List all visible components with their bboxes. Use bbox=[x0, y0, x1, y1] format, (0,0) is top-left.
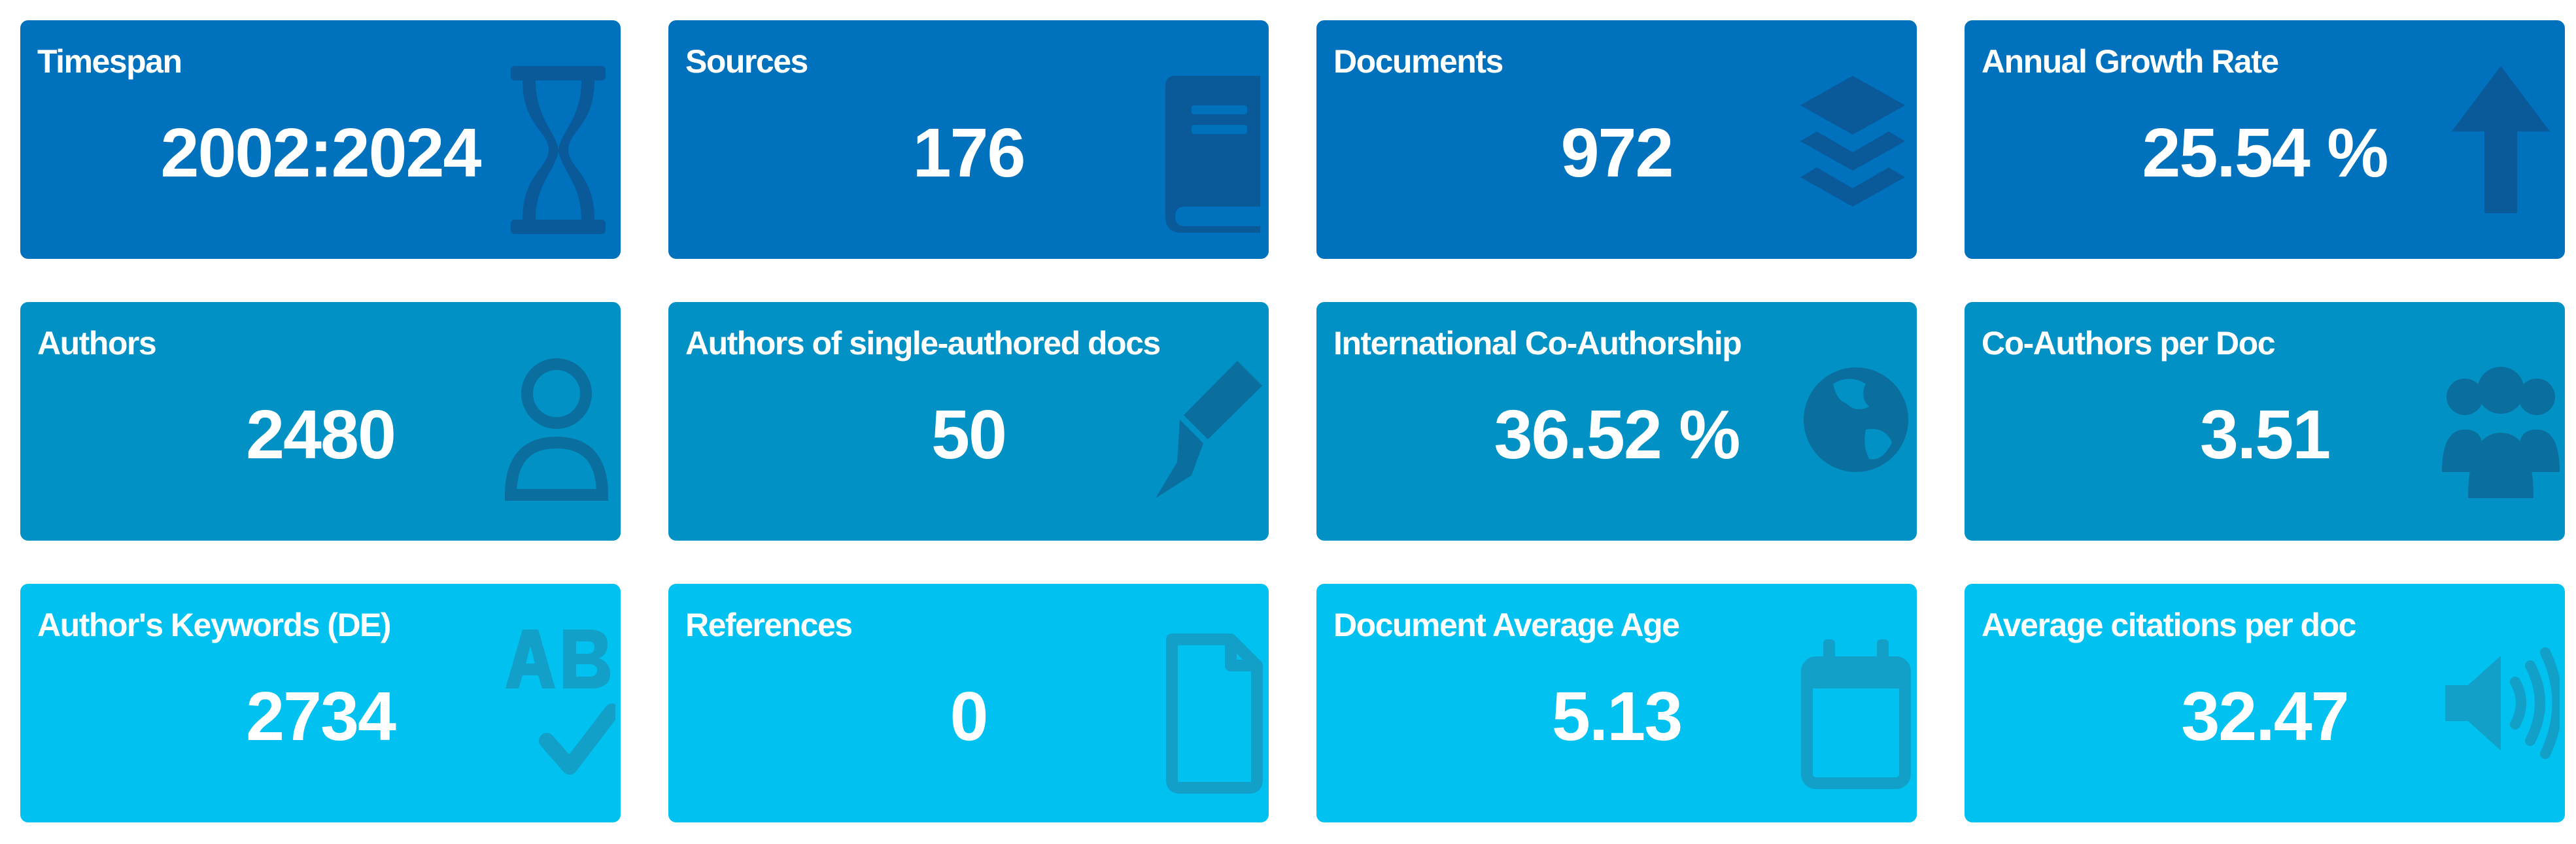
card-value: 0 bbox=[950, 678, 989, 755]
card-international-coauthorship: International Co-Authorship 36.52 % bbox=[1316, 302, 1917, 541]
card-value: 972 bbox=[1560, 114, 1674, 192]
card-value: 3.51 bbox=[2199, 396, 2331, 473]
card-document-average-age: Document Average Age 5.13 bbox=[1316, 584, 1917, 822]
card-label: Authors bbox=[37, 325, 157, 362]
arrow-up-icon bbox=[2442, 40, 2560, 236]
card-label: International Co-Authorship bbox=[1333, 325, 1742, 362]
card-sources: Sources 176 bbox=[668, 20, 1269, 259]
user-icon bbox=[498, 322, 615, 518]
card-label: Average citations per doc bbox=[1982, 607, 2356, 643]
layers-icon bbox=[1794, 40, 1912, 236]
book-icon bbox=[1146, 40, 1263, 236]
card-documents: Documents 972 bbox=[1316, 20, 1917, 259]
card-label: Annual Growth Rate bbox=[1982, 43, 2279, 80]
card-value: 5.13 bbox=[1551, 678, 1683, 755]
card-label: Sources bbox=[685, 43, 808, 80]
card-value: 36.52 % bbox=[1494, 396, 1741, 473]
card-timespan: Timespan 2002:2024 bbox=[20, 20, 621, 259]
card-value: 32.47 bbox=[2181, 678, 2349, 755]
card-authors-single: Authors of single-authored docs 50 bbox=[668, 302, 1269, 541]
card-value: 2480 bbox=[246, 396, 396, 473]
card-label: Co-Authors per Doc bbox=[1982, 325, 2276, 362]
card-value: 176 bbox=[912, 114, 1026, 192]
pen-icon bbox=[1146, 322, 1263, 518]
card-average-citations: Average citations per doc 32.47 bbox=[1965, 584, 2565, 822]
card-label: Author's Keywords (DE) bbox=[37, 607, 392, 643]
volume-icon bbox=[2442, 603, 2560, 800]
card-annual-growth-rate: Annual Growth Rate 25.54 % bbox=[1965, 20, 2565, 259]
card-value: 2002:2024 bbox=[160, 114, 482, 192]
card-authors: Authors 2480 bbox=[20, 302, 621, 541]
hourglass-icon bbox=[498, 40, 615, 236]
calendar-icon bbox=[1794, 603, 1912, 800]
card-label: Authors of single-authored docs bbox=[685, 325, 1161, 362]
card-label: Documents bbox=[1333, 43, 1503, 80]
card-value: 25.54 % bbox=[2142, 114, 2389, 192]
card-value: 2734 bbox=[246, 678, 396, 755]
spell-check-icon bbox=[498, 603, 615, 800]
card-label: References bbox=[685, 607, 853, 643]
card-label: Timespan bbox=[37, 43, 182, 80]
users-icon bbox=[2442, 322, 2560, 518]
card-value: 50 bbox=[931, 396, 1007, 473]
globe-icon bbox=[1794, 322, 1912, 518]
card-references: References 0 bbox=[668, 584, 1269, 822]
card-authors-keywords: Author's Keywords (DE) 2734 bbox=[20, 584, 621, 822]
file-icon bbox=[1146, 603, 1263, 800]
card-coauthors-per-doc: Co-Authors per Doc 3.51 bbox=[1965, 302, 2565, 541]
card-label: Document Average Age bbox=[1333, 607, 1680, 643]
